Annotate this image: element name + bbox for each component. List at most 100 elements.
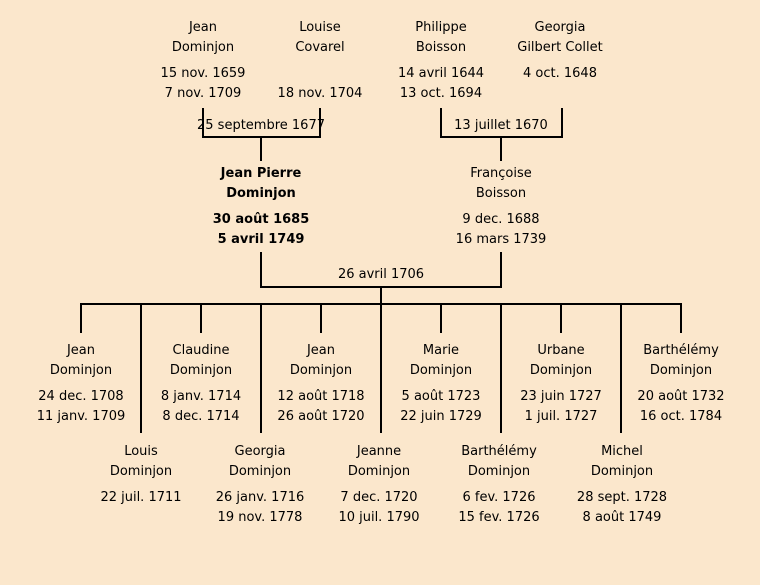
connector-line-vertical xyxy=(560,303,562,333)
person-child-jean-dominjon-1: Jean Dominjon 24 dec. 1708 11 janv. 1709 xyxy=(1,341,161,427)
person-death-date: 8 août 1749 xyxy=(582,510,662,525)
connector-line-vertical xyxy=(440,303,442,333)
person-louise-covarel: Louise Covarel 18 nov. 1704 xyxy=(240,18,400,104)
person-name-line: Covarel xyxy=(295,40,345,55)
person-death-date: 16 mars 1739 xyxy=(455,232,547,247)
connector-line-vertical xyxy=(380,286,382,305)
person-child-georgia-dominjon: Georgia Dominjon 26 janv. 1716 19 nov. 1… xyxy=(180,442,340,528)
person-name-line: Marie xyxy=(422,343,460,358)
person-birth-date: 23 juin 1727 xyxy=(520,389,602,404)
person-name-line: Dominjon xyxy=(289,363,353,378)
person-child-jean-dominjon-2: Jean Dominjon 12 août 1718 26 août 1720 xyxy=(241,341,401,427)
person-name-line: Jean xyxy=(66,343,96,358)
person-name-line: Dominjon xyxy=(347,464,411,479)
person-birth-date: 15 nov. 1659 xyxy=(160,66,246,81)
person-name-line: Jean xyxy=(188,20,218,35)
person-child-urbane-dominjon: Urbane Dominjon 23 juin 1727 1 juil. 172… xyxy=(481,341,641,427)
person-name-line: Dominjon xyxy=(590,464,654,479)
person-death-date: 16 oct. 1784 xyxy=(639,409,723,424)
connector-line-vertical xyxy=(680,303,682,333)
person-death-date: 26 août 1720 xyxy=(277,409,365,424)
person-name-line: Dominjon xyxy=(228,464,292,479)
person-death-date: 11 janv. 1709 xyxy=(36,409,126,424)
marriage-date-label-1: 25 septembre 1677 xyxy=(197,118,325,133)
person-name-line: Dominjon xyxy=(467,464,531,479)
connector-line-vertical xyxy=(440,108,442,138)
person-death-date: 19 nov. 1778 xyxy=(217,510,303,525)
marriage-date-label-3: 26 avril 1706 xyxy=(337,267,425,282)
person-birth-date: 26 janv. 1716 xyxy=(215,490,305,505)
connector-line-vertical xyxy=(380,303,382,433)
marriage-date-label-2: 13 juillet 1670 xyxy=(454,118,548,133)
person-name-line: Boisson xyxy=(415,40,467,55)
person-birth-date: 12 août 1718 xyxy=(277,389,365,404)
person-name-line: Jean xyxy=(306,343,336,358)
person-jean-pierre-dominjon: Jean Pierre Dominjon 30 août 1685 5 avri… xyxy=(181,164,341,250)
person-name-line: Louise xyxy=(299,20,341,35)
person-death-date: 8 dec. 1714 xyxy=(162,409,240,424)
person-name-line: Georgia xyxy=(234,444,286,459)
connector-line-vertical xyxy=(620,303,622,433)
person-jean-dominjon-grandfather: Jean Dominjon 15 nov. 1659 7 nov. 1709 xyxy=(123,18,283,104)
person-name-line: Dominjon xyxy=(649,363,713,378)
person-birth-date: 22 juil. 1711 xyxy=(100,490,182,505)
person-death-date: 13 oct. 1694 xyxy=(399,86,483,101)
person-name-line: Claudine xyxy=(172,343,230,358)
person-child-claudine-dominjon: Claudine Dominjon 8 janv. 1714 8 dec. 17… xyxy=(121,341,281,427)
person-child-marie-dominjon: Marie Dominjon 5 août 1723 22 juin 1729 xyxy=(361,341,521,427)
person-francoise-boisson: Françoise Boisson 9 dec. 1688 16 mars 17… xyxy=(421,164,581,250)
person-name-line: Gilbert Collet xyxy=(517,40,603,55)
connector-line-vertical xyxy=(202,108,204,138)
person-birth-date: 24 dec. 1708 xyxy=(38,389,124,404)
person-name-line: Jeanne xyxy=(356,444,402,459)
person-death-date: 22 juin 1729 xyxy=(400,409,482,424)
person-death-date: 1 juil. 1727 xyxy=(524,409,598,424)
person-name-line: Urbane xyxy=(537,343,585,358)
person-name-line: Dominjon xyxy=(409,363,473,378)
person-birth-date: 5 août 1723 xyxy=(401,389,481,404)
person-birth-date: 14 avril 1644 xyxy=(397,66,485,81)
person-death-date: 15 fev. 1726 xyxy=(458,510,540,525)
person-name-line: Barthélémy xyxy=(643,343,719,358)
person-name-line: Françoise xyxy=(470,166,532,181)
person-child-louis-dominjon: Louis Dominjon 22 juil. 1711 xyxy=(61,442,221,528)
person-name-line: Dominjon xyxy=(226,186,296,201)
connector-line-vertical xyxy=(80,303,82,333)
person-child-michel-dominjon: Michel Dominjon 28 sept. 1728 8 août 174… xyxy=(542,442,702,528)
person-name-line: Dominjon xyxy=(169,363,233,378)
person-death-date: 10 juil. 1790 xyxy=(338,510,420,525)
connector-line-vertical xyxy=(319,108,321,138)
person-name-line: Michel xyxy=(601,444,643,459)
person-birth-date: 20 août 1732 xyxy=(637,389,725,404)
connector-line-vertical xyxy=(500,303,502,433)
person-child-barthelemy-dominjon-1: Barthélémy Dominjon 20 août 1732 16 oct.… xyxy=(601,341,760,427)
person-death-date: 7 nov. 1709 xyxy=(164,86,242,101)
connector-line-vertical xyxy=(260,303,262,433)
person-name-line: Jean Pierre xyxy=(220,166,302,181)
person-birth-date: 4 oct. 1648 xyxy=(523,66,597,81)
person-name-line: Georgia xyxy=(534,20,586,35)
person-birth-date: 9 dec. 1688 xyxy=(462,212,540,227)
person-birth-date: 7 dec. 1720 xyxy=(340,490,418,505)
connector-line-vertical xyxy=(260,252,262,288)
person-death-date xyxy=(480,84,640,104)
person-birth-date: 28 sept. 1728 xyxy=(576,490,668,505)
person-death-date: 18 nov. 1704 xyxy=(277,86,363,101)
person-name-line: Dominjon xyxy=(529,363,593,378)
connector-line-vertical xyxy=(500,252,502,288)
connector-line-vertical xyxy=(500,136,502,161)
person-name-line: Boisson xyxy=(475,186,527,201)
person-child-barthelemy-dominjon-2: Barthélémy Dominjon 6 fev. 1726 15 fev. … xyxy=(419,442,579,528)
person-birth-date: 6 fev. 1726 xyxy=(462,490,536,505)
connector-line-vertical xyxy=(140,303,142,433)
person-georgia-gilbert-collet: Georgia Gilbert Collet 4 oct. 1648 xyxy=(480,18,640,104)
person-name-line: Dominjon xyxy=(49,363,113,378)
person-birth-date: 8 janv. 1714 xyxy=(160,389,242,404)
connector-line-vertical xyxy=(260,136,262,161)
person-child-jeanne-dominjon: Jeanne Dominjon 7 dec. 1720 10 juil. 179… xyxy=(299,442,459,528)
person-philippe-boisson: Philippe Boisson 14 avril 1644 13 oct. 1… xyxy=(361,18,521,104)
connector-line-vertical xyxy=(200,303,202,333)
person-name-line: Dominjon xyxy=(109,464,173,479)
person-name-line: Louis xyxy=(124,444,158,459)
